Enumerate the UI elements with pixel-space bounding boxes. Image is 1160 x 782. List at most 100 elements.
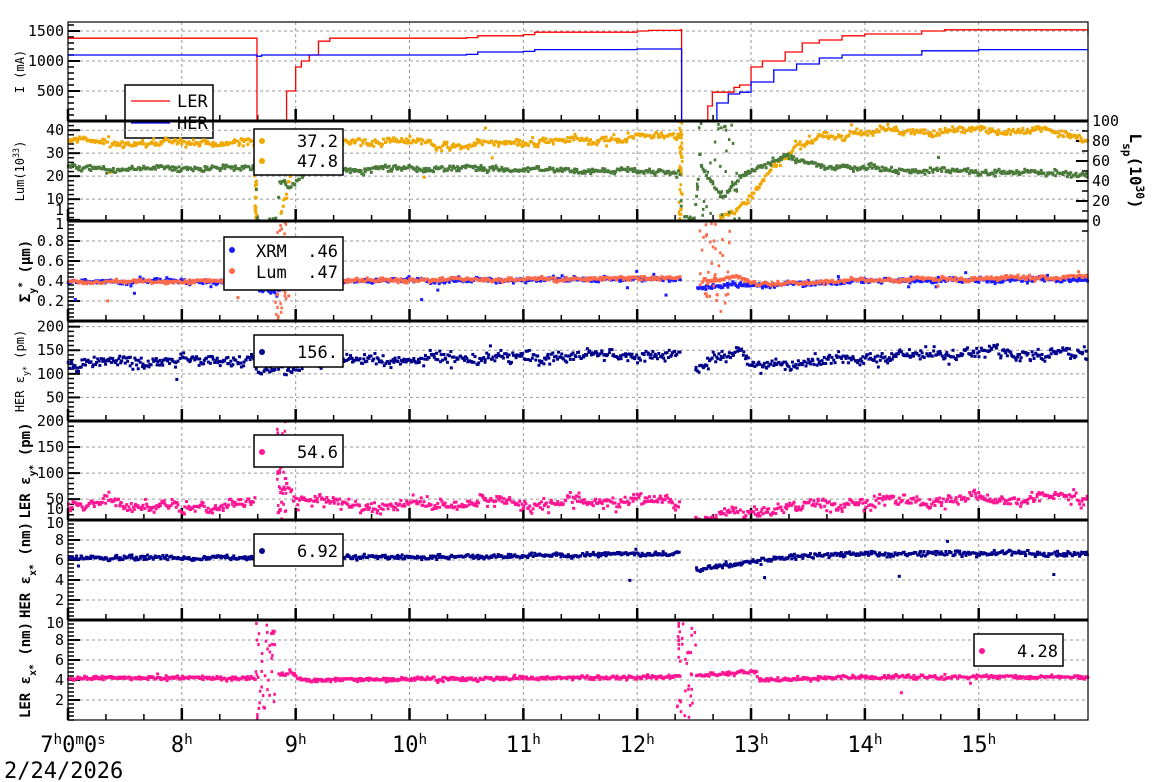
data-point (273, 291, 277, 295)
data-point (648, 167, 652, 171)
data-point (170, 141, 174, 145)
data-point (363, 279, 367, 283)
data-point (724, 128, 728, 132)
data-point (881, 126, 885, 130)
data-point (678, 212, 681, 216)
data-point (446, 145, 450, 149)
data-point (165, 276, 169, 280)
data-point (456, 357, 460, 361)
data-point (277, 367, 281, 371)
data-point (999, 354, 1003, 358)
data-point (994, 346, 998, 350)
data-point (289, 185, 293, 189)
data-point (229, 359, 233, 363)
data-point (1030, 350, 1034, 354)
data-point (931, 135, 935, 139)
data-point (604, 135, 608, 139)
data-point (803, 144, 807, 148)
data-point (819, 362, 823, 366)
legend-value: 47.8 (297, 152, 338, 172)
data-point (672, 132, 676, 136)
data-point (838, 135, 842, 139)
data-point (287, 294, 291, 298)
data-point (159, 140, 163, 144)
data-point (704, 234, 708, 238)
data-point (534, 358, 538, 362)
data-point (1037, 127, 1041, 131)
data-point (799, 147, 803, 151)
data-point (477, 361, 481, 365)
right-y-tick-label: 80 (1092, 132, 1110, 150)
data-point (283, 232, 286, 236)
data-point (912, 354, 916, 358)
data-point (995, 343, 999, 347)
data-point (146, 166, 150, 170)
data-point (351, 138, 355, 142)
data-point (205, 139, 209, 143)
data-point (1069, 133, 1073, 137)
data-point (716, 357, 720, 361)
data-point (705, 292, 708, 296)
data-point (161, 363, 165, 367)
data-point (527, 348, 531, 352)
data-point (346, 140, 350, 144)
label-part: ) (1126, 199, 1145, 209)
data-point (714, 273, 717, 277)
data-point (694, 365, 698, 369)
data-point (1033, 279, 1037, 283)
data-point (569, 135, 573, 139)
data-point (826, 135, 830, 139)
data-point (591, 140, 595, 144)
data-point (486, 140, 490, 144)
data-point (731, 182, 734, 186)
data-point (694, 202, 698, 206)
data-point (980, 127, 984, 131)
data-point (486, 356, 490, 360)
data-point (359, 144, 363, 148)
data-point (422, 175, 426, 179)
data-point (625, 286, 629, 290)
data-point (1021, 170, 1025, 174)
data-point (680, 136, 683, 140)
data-point (466, 147, 470, 151)
data-point (513, 140, 517, 144)
data-point (73, 364, 77, 368)
data-point (116, 143, 120, 147)
data-point (245, 138, 249, 142)
data-point (256, 55, 258, 57)
data-point (223, 142, 227, 146)
data-point (473, 355, 477, 359)
data-point (710, 261, 713, 265)
series-line (68, 29, 1089, 122)
data-point (675, 137, 679, 141)
data-point (911, 351, 915, 355)
data-point (922, 355, 926, 359)
data-point (491, 355, 495, 359)
data-point (117, 357, 121, 361)
data-point (717, 122, 720, 126)
data-point (500, 141, 504, 145)
data-point (725, 212, 729, 216)
data-point (427, 140, 431, 144)
data-point (626, 131, 630, 135)
data-point (720, 213, 724, 217)
data-point (917, 130, 921, 134)
data-point (246, 137, 250, 141)
data-point (680, 147, 684, 151)
data-point (90, 140, 94, 144)
data-point (131, 166, 135, 170)
data-point (487, 169, 491, 173)
data-point (750, 364, 754, 368)
data-point (709, 161, 712, 165)
y-axis-label: HER εy* (pm) (13, 330, 31, 412)
data-point (293, 183, 297, 187)
data-point (406, 138, 410, 142)
data-point (977, 355, 981, 359)
data-point (840, 138, 844, 142)
data-point (977, 350, 981, 354)
data-point (244, 358, 248, 362)
data-point (1016, 130, 1020, 134)
data-point (295, 66, 297, 68)
data-point (147, 142, 151, 146)
data-point (146, 359, 150, 363)
